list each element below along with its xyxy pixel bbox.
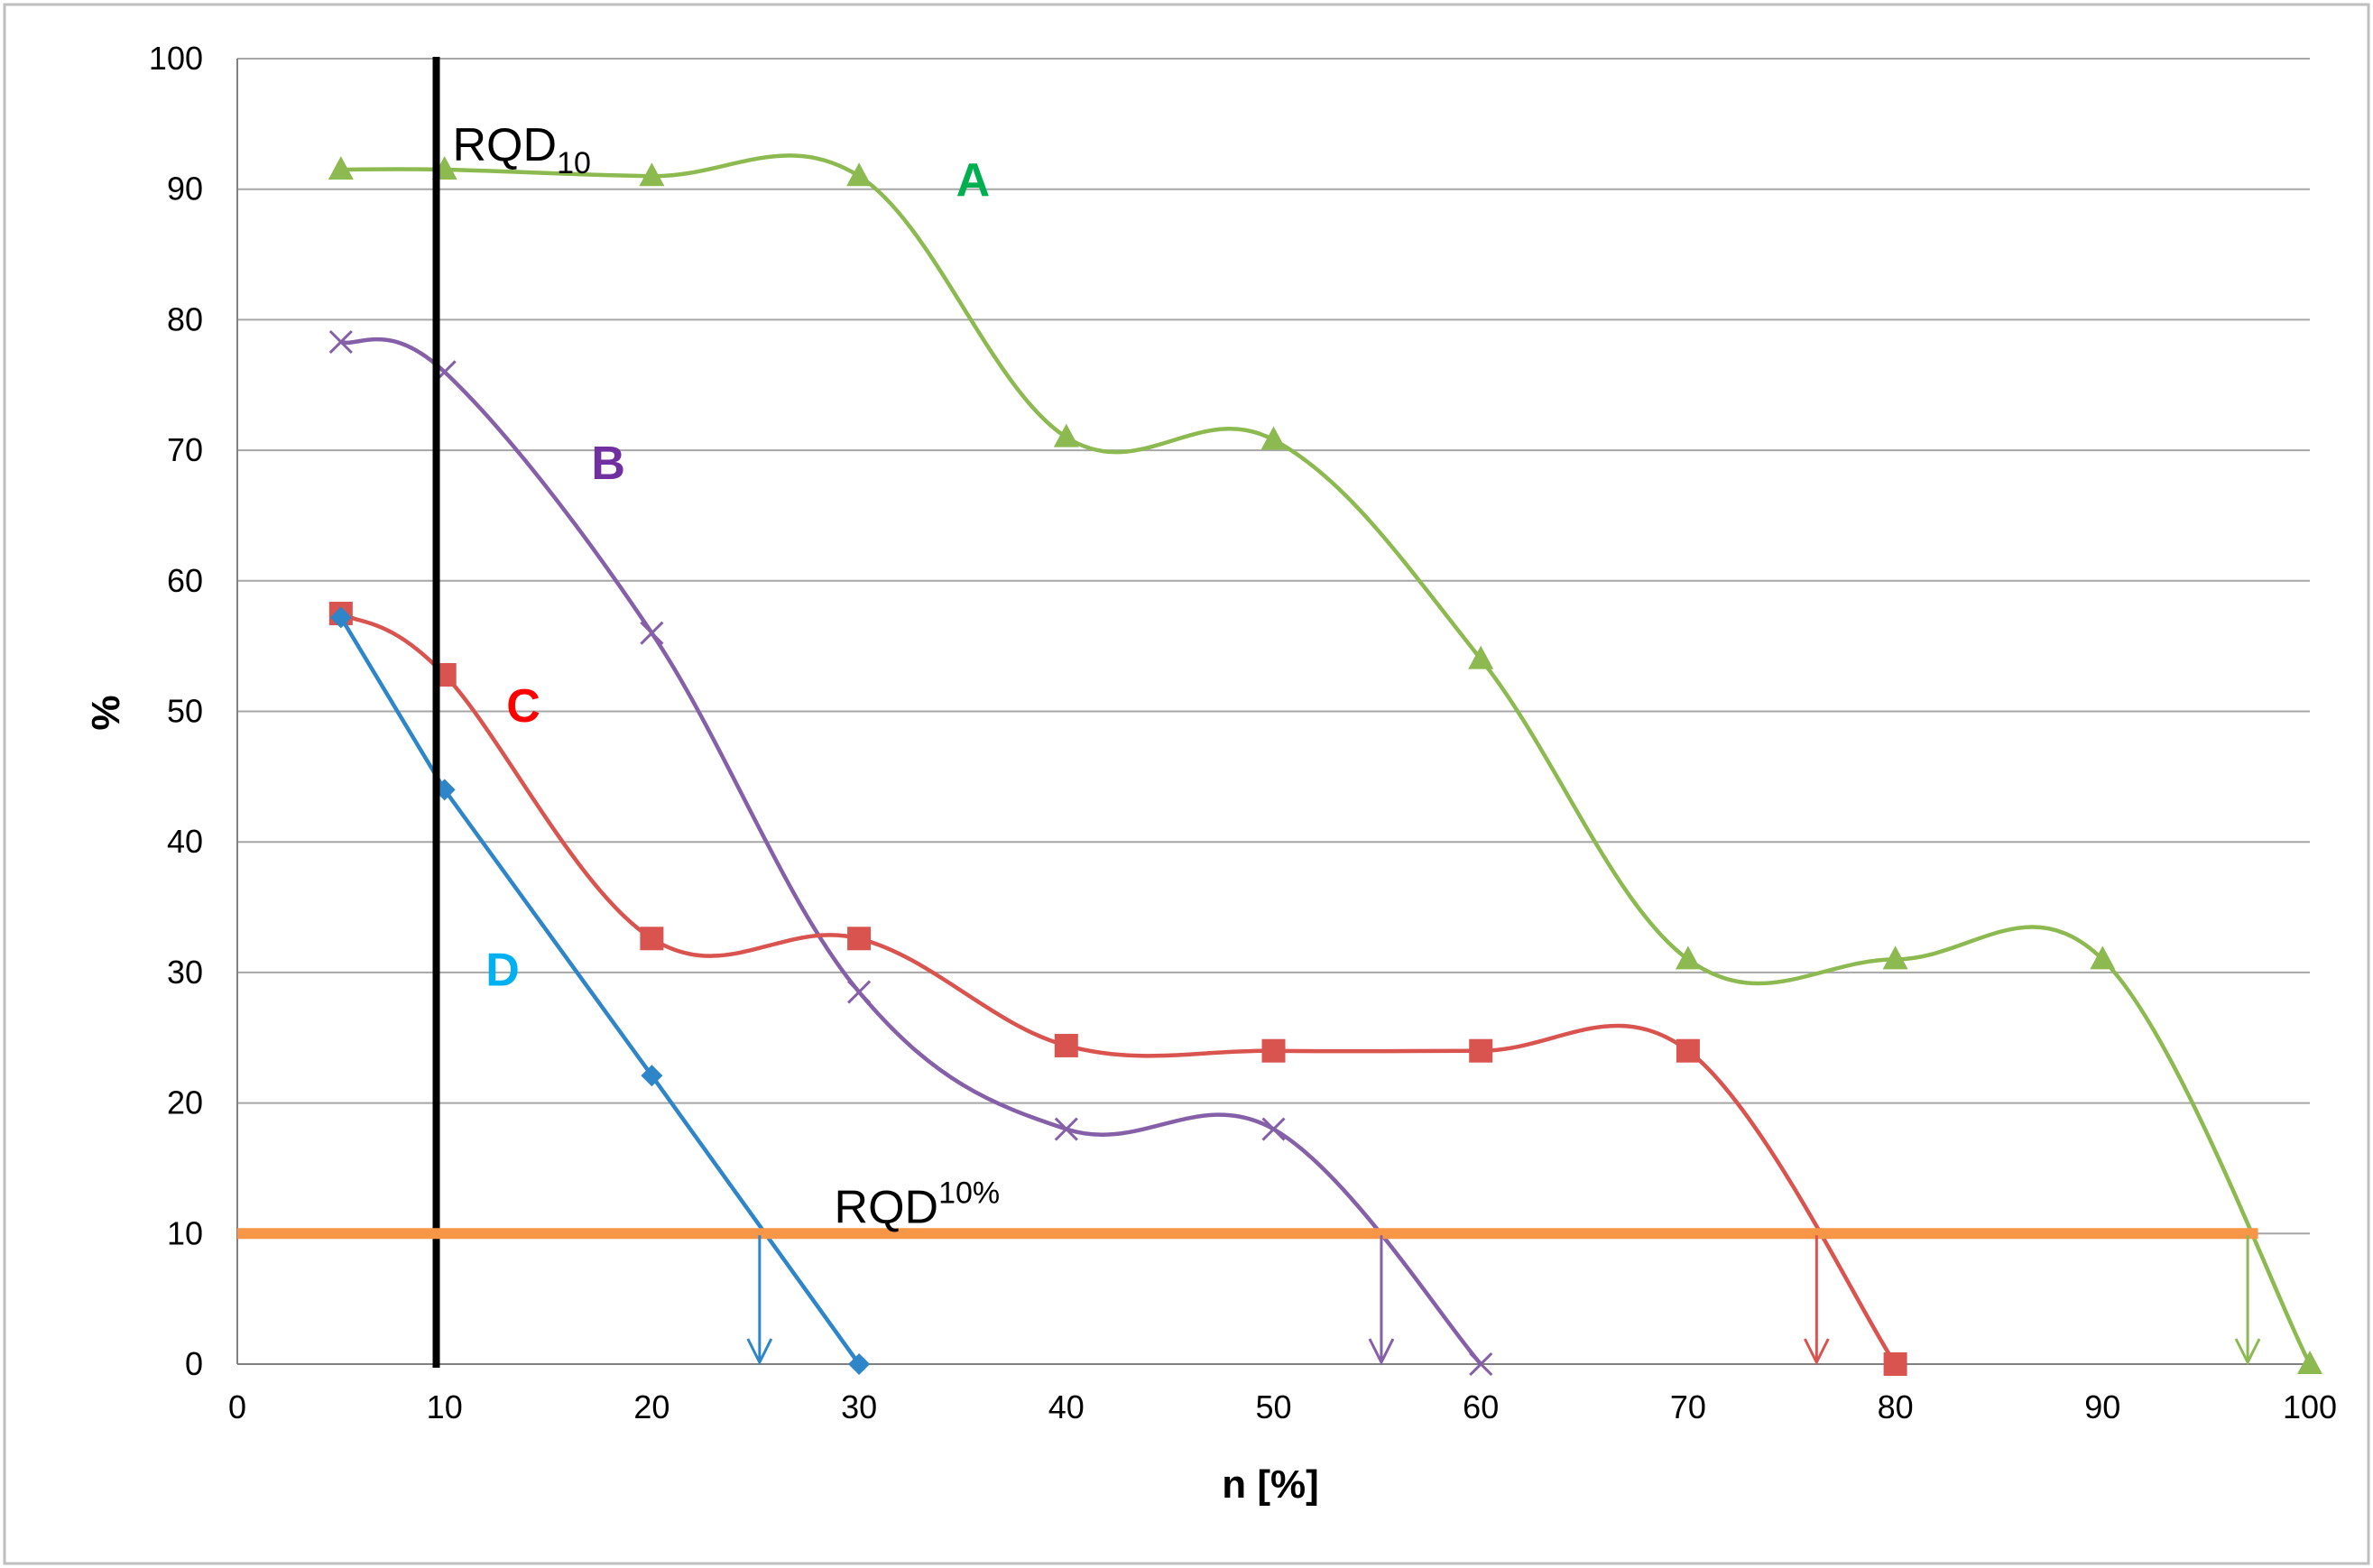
rqd10-label-main: RQD bbox=[453, 119, 558, 171]
axis-layer: 0 10 20 30 40 50 60 70 80 90 100 0 10 20 30 40 50 60 70 80 9… bbox=[149, 40, 2337, 1425]
point-C-70 bbox=[1676, 1038, 1700, 1063]
point-B-20-stroke bbox=[640, 621, 664, 645]
x-axis-title: n [%] bbox=[1222, 1462, 1319, 1507]
point-A-90 bbox=[2090, 945, 2116, 970]
arrow-head-A bbox=[2234, 1338, 2261, 1366]
series-label-D: D bbox=[485, 944, 520, 996]
grid-layer bbox=[237, 58, 2310, 1235]
point-B-5 bbox=[328, 329, 353, 355]
series-layer: A B C D bbox=[328, 153, 2322, 1377]
point-A-80 bbox=[1882, 945, 1908, 970]
y-tick-label: 70 bbox=[167, 431, 203, 468]
series-line-D bbox=[338, 616, 861, 1366]
x-tick-label: 60 bbox=[1463, 1388, 1499, 1425]
y-tick-label: 20 bbox=[167, 1084, 203, 1121]
point-A-30 bbox=[846, 162, 873, 187]
rqd10pct-label-main: RQD bbox=[835, 1182, 939, 1234]
point-D-20 bbox=[641, 1065, 663, 1087]
point-C-50 bbox=[1261, 1038, 1286, 1063]
series-label-B: B bbox=[591, 438, 625, 490]
y-tick-label: 80 bbox=[167, 300, 203, 337]
x-tick-label: 20 bbox=[633, 1388, 669, 1425]
point-A-5 bbox=[328, 155, 354, 180]
y-tick-label: 50 bbox=[167, 693, 203, 730]
point-B-50-stroke bbox=[1261, 1117, 1286, 1141]
y-tick-label: 30 bbox=[167, 954, 203, 991]
y-tick-label: 40 bbox=[167, 823, 203, 860]
y-tick-label: 60 bbox=[167, 562, 203, 599]
x-tick-label: 0 bbox=[228, 1388, 246, 1425]
x-tick-label: 30 bbox=[841, 1388, 877, 1425]
point-B-40 bbox=[1054, 1117, 1078, 1141]
rqd10-label: RQD10 bbox=[453, 119, 591, 180]
series-D: D bbox=[329, 606, 871, 1375]
x-tick-label: 90 bbox=[2084, 1388, 2120, 1425]
point-D-30 bbox=[848, 1353, 871, 1375]
arrow-head-B bbox=[1368, 1338, 1395, 1366]
point-B-5-stroke bbox=[328, 329, 353, 355]
point-B-30-stroke bbox=[847, 980, 872, 1004]
arrow-head-C bbox=[1803, 1338, 1830, 1366]
series-line-A bbox=[340, 153, 2313, 1366]
point-A-20 bbox=[639, 162, 665, 187]
point-B-60 bbox=[1469, 1351, 1493, 1377]
series-A: A bbox=[328, 153, 2322, 1374]
x-tick-label: 80 bbox=[1878, 1388, 1914, 1425]
point-A-100 bbox=[2297, 1351, 2322, 1374]
y-tick-label: 100 bbox=[149, 40, 203, 77]
point-A-70 bbox=[1675, 945, 1701, 970]
point-B-20 bbox=[640, 621, 664, 645]
series-C: C bbox=[328, 601, 1907, 1376]
point-C-20 bbox=[640, 927, 664, 951]
point-D-5 bbox=[329, 606, 352, 629]
rqd10pct-label-sup: 10% bbox=[938, 1176, 1000, 1211]
series-label-C: C bbox=[506, 680, 540, 733]
x-tick-label: 40 bbox=[1048, 1388, 1085, 1425]
x-tick-label: 100 bbox=[2283, 1388, 2337, 1425]
chart-frame bbox=[3, 3, 2370, 1565]
rqd10pct-label: RQD10% bbox=[835, 1176, 1001, 1234]
x-tick-label: 70 bbox=[1670, 1388, 1706, 1425]
series-label-A: A bbox=[956, 154, 991, 207]
point-C-30 bbox=[847, 927, 872, 951]
point-C-60 bbox=[1469, 1038, 1493, 1063]
y-axis-title: % bbox=[84, 695, 128, 730]
point-B-60-stroke bbox=[1469, 1351, 1493, 1377]
arrow-head-D bbox=[746, 1338, 773, 1366]
series-B: B bbox=[328, 329, 1493, 1377]
point-C-40 bbox=[1054, 1033, 1078, 1057]
point-B-40-stroke bbox=[1054, 1117, 1078, 1141]
y-tick-label: 10 bbox=[167, 1214, 203, 1251]
point-B-50 bbox=[1261, 1117, 1286, 1141]
point-A-40 bbox=[1053, 423, 1079, 447]
x-tick-label: 50 bbox=[1255, 1388, 1291, 1425]
y-tick-label: 90 bbox=[167, 171, 203, 208]
point-C-80 bbox=[1883, 1352, 1907, 1376]
point-A-50 bbox=[1260, 426, 1287, 450]
point-A-60 bbox=[1468, 645, 1494, 669]
rqd10-label-sub: 10 bbox=[557, 146, 591, 180]
y-tick-label: 0 bbox=[185, 1345, 203, 1382]
x-tick-label: 10 bbox=[427, 1388, 463, 1425]
point-B-30 bbox=[847, 980, 872, 1004]
